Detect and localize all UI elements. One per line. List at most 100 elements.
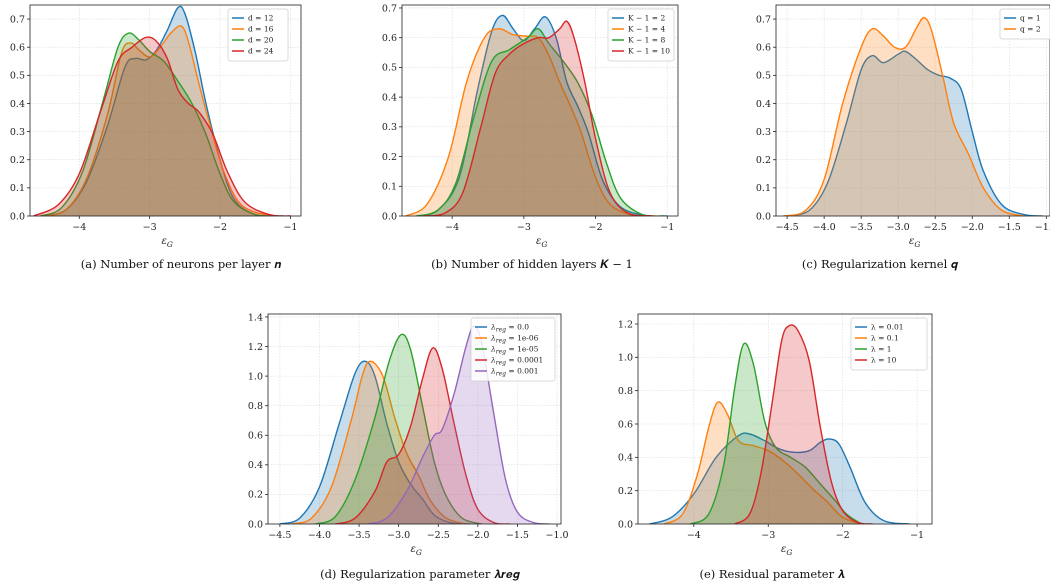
x-tick-label: −3 <box>143 222 157 233</box>
legend: λ = 0.01 λ = 0.1 λ = 1 λ = 10 <box>850 317 928 371</box>
panel-caption: (b) Number of hidden layers 𝑲 − 1 <box>431 257 633 271</box>
legend-label: q = 2 <box>1020 25 1041 34</box>
legend: K − 1 = 2 K − 1 = 4 K − 1 = 8 K − 1 = 10 <box>607 8 675 62</box>
series-line-0 <box>786 50 1043 216</box>
y-tick-label: 0.6 <box>618 419 633 430</box>
y-tick-label: 0.2 <box>382 152 397 163</box>
x-axis-label: εG <box>909 236 920 249</box>
panel-caption: (a) Number of neurons per layer 𝒏 <box>81 257 282 271</box>
y-tick-label: 0.7 <box>382 3 397 14</box>
x-tick-label: −4 <box>445 222 459 233</box>
legend-label: d = 24 <box>248 47 274 56</box>
y-tick-label: 1.2 <box>618 319 633 330</box>
series-area-1 <box>783 17 1025 216</box>
y-tick-label: 1.0 <box>618 353 633 364</box>
x-tick-label: −2 <box>589 222 603 233</box>
series-area-3 <box>423 21 653 216</box>
y-tick-label: 0.6 <box>248 431 263 442</box>
series-area-3 <box>33 37 291 216</box>
x-tick-label: −1.0 <box>546 530 569 541</box>
x-tick-label: −4 <box>687 530 701 541</box>
series-line-1 <box>663 401 862 524</box>
series-area-3 <box>734 324 873 524</box>
series-area-2 <box>690 343 862 524</box>
panel-regularization-kernel: −4.5 −4.0 −3.5 −3.0 −2.5 −2.0 −1.5 −1.0 0.0 0.1 0.… <box>756 4 1050 271</box>
series-line-0 <box>279 360 470 524</box>
x-tick-label: −2 <box>836 530 850 541</box>
series-line-2 <box>40 32 277 216</box>
x-tick-label: −3 <box>517 222 531 233</box>
y-tick-label: 0.5 <box>10 71 25 82</box>
legend-label: λreg = 0.0001 <box>490 356 543 367</box>
x-tick-label: −2.0 <box>466 530 489 541</box>
series-line-1 <box>40 25 291 216</box>
panel-neurons-per-layer: −4 −3 −2 −1 0.0 0.1 0.2 0.3 0.4 0.5 0.6 0.7 εG d = 12… <box>10 4 302 271</box>
legend-label: λ = 0.01 <box>871 323 904 332</box>
legend-label: λ = 0.1 <box>871 334 899 343</box>
y-tick-label: 0.1 <box>10 183 25 194</box>
y-tick-label: 0.5 <box>756 71 771 82</box>
series-line-0 <box>416 14 668 216</box>
series-area-1 <box>291 361 466 524</box>
series-area-2 <box>40 32 277 216</box>
x-tick-label: −4.0 <box>813 222 836 233</box>
y-tick-label: 0.2 <box>248 490 263 501</box>
legend-label: λreg = 1e-06 <box>490 334 539 345</box>
panel-caption: (d) Regularization parameter 𝝀𝒓𝒆𝒈 <box>320 567 521 581</box>
y-tick-label: 0.8 <box>618 386 633 397</box>
legend-label: K − 1 = 10 <box>628 47 670 56</box>
x-axis-label: εG <box>411 544 422 557</box>
y-tick-label: 0.7 <box>756 14 771 25</box>
panel-caption: (c) Regularization kernel 𝒒 <box>802 257 959 271</box>
x-axis-label: εG <box>781 544 792 557</box>
panel-hidden-layers: −4 −3 −2 −1 0.0 0.1 0.2 0.3 0.4 0.5 0.6 0.7 εG K − 1 … <box>382 3 679 271</box>
axes-frame <box>29 4 302 217</box>
legend-label: q = 1 <box>1020 14 1041 23</box>
axes-frame <box>267 313 562 525</box>
x-tick-label: −1.5 <box>998 222 1021 233</box>
legend-label: d = 20 <box>248 36 274 45</box>
y-tick-label: 1.2 <box>248 342 263 353</box>
series-area-0 <box>416 15 668 216</box>
legend-label: λreg = 0.001 <box>490 367 539 378</box>
y-tick-label: 1.0 <box>248 371 263 382</box>
series-area-2 <box>315 334 482 524</box>
x-tick-label: −4.0 <box>308 530 331 541</box>
legend: d = 12 d = 16 d = 20 d = 24 <box>227 8 289 62</box>
x-axis-label: εG <box>536 236 547 249</box>
legend-label: K − 1 = 2 <box>628 14 665 23</box>
y-tick-label: 0.6 <box>10 43 25 54</box>
x-tick-label: −3 <box>761 530 775 541</box>
x-tick-label: −1 <box>660 222 674 233</box>
y-tick-label: 0.2 <box>756 155 771 166</box>
y-tick-label: 0.3 <box>756 127 771 138</box>
y-tick-label: 0.0 <box>618 519 633 530</box>
y-tick-label: 0.4 <box>756 99 771 110</box>
legend-label: K − 1 = 8 <box>628 36 665 45</box>
y-tick-label: 0.7 <box>10 14 25 25</box>
y-tick-label: 0.2 <box>10 155 25 166</box>
x-tick-label: −3.5 <box>850 222 873 233</box>
x-tick-label: −4.5 <box>776 222 799 233</box>
series-line-4 <box>366 325 550 524</box>
y-tick-label: 0.4 <box>248 460 263 471</box>
legend-label: λ = 1 <box>871 345 892 354</box>
series-line-3 <box>33 36 291 216</box>
y-tick-label: 0.4 <box>382 92 397 103</box>
series-area-4 <box>366 325 550 524</box>
x-tick-label: −2 <box>213 222 227 233</box>
series-line-3 <box>423 20 653 216</box>
series-line-1 <box>291 360 467 524</box>
legend-label: λreg = 1e-05 <box>490 345 539 356</box>
series-area-1 <box>405 28 657 216</box>
series-area-3 <box>335 347 510 524</box>
series-line-2 <box>689 342 862 524</box>
y-tick-label: 0.6 <box>756 43 771 54</box>
y-tick-label: 0.8 <box>248 401 263 412</box>
y-tick-label: 0.1 <box>382 182 397 193</box>
legend-label: λ = 10 <box>871 356 897 365</box>
y-tick-label: 0.1 <box>756 183 771 194</box>
